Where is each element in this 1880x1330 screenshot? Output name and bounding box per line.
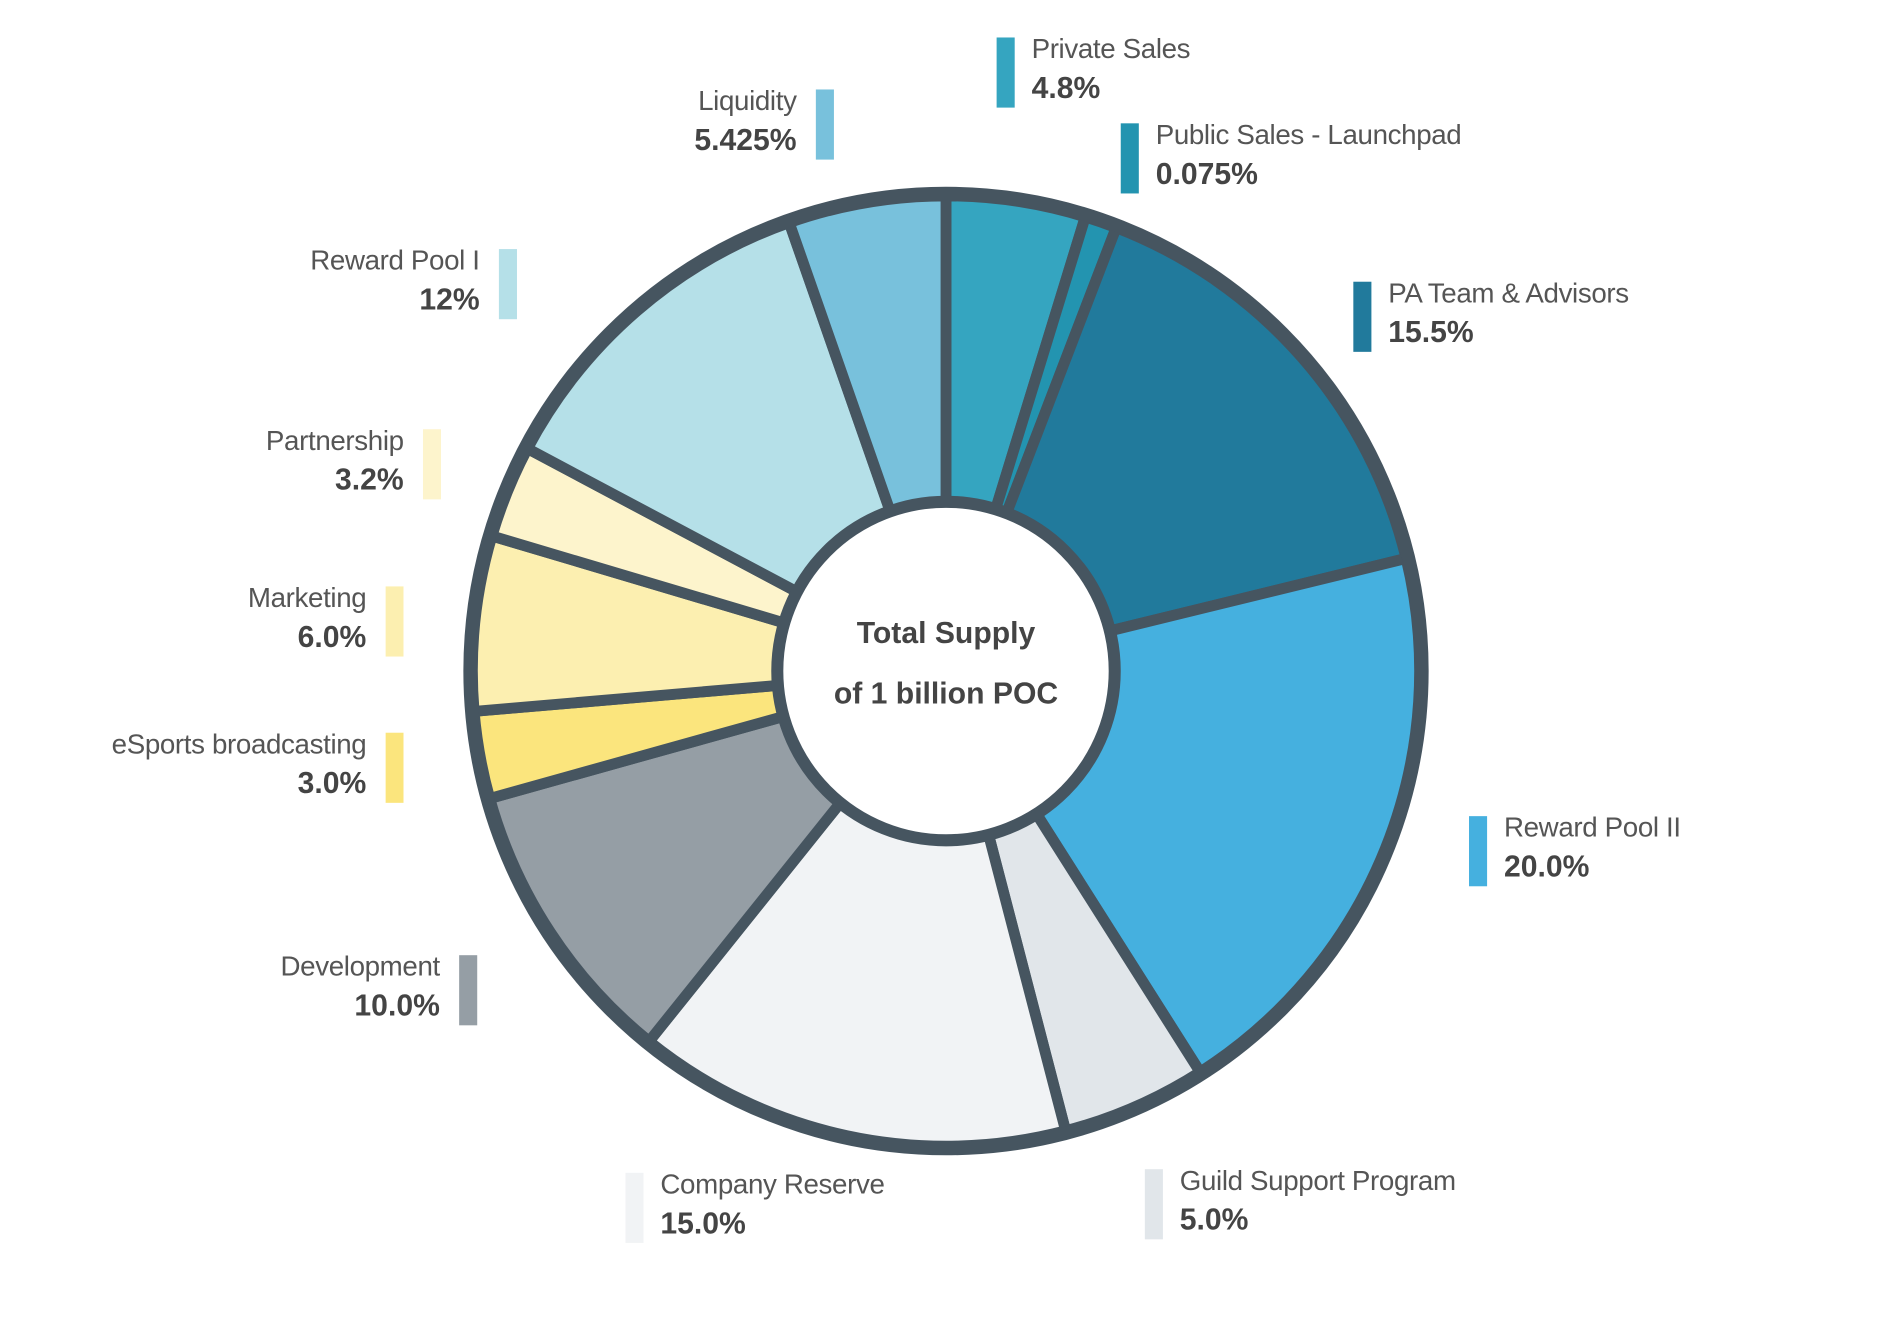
legend-label: Reward Pool II: [1503, 811, 1681, 843]
legend-item-marketing: Marketing 6.0%: [0, 582, 404, 657]
legend-color-swatch: [1353, 281, 1372, 352]
legend-color-swatch: [815, 89, 834, 160]
legend-value: 4.8%: [1031, 71, 1101, 106]
legend-value: 3.0%: [297, 766, 367, 801]
legend-label: eSports broadcasting: [111, 727, 367, 760]
legend-color-swatch: [625, 1172, 644, 1243]
legend-label: Development: [280, 950, 441, 982]
legend-value: 20.0%: [1503, 849, 1590, 884]
legend-item-partnership: Partnership 3.2%: [0, 424, 442, 500]
legend-value: 12%: [419, 282, 480, 317]
legend-color-swatch: [996, 37, 1015, 108]
center-title-line1: Total Supply: [856, 616, 1036, 651]
legend-label: Public Sales - Launchpad: [1155, 118, 1462, 150]
legend-color-swatch: [385, 586, 404, 657]
legend-label: Reward Pool I: [310, 244, 480, 276]
legend-color-swatch: [1469, 816, 1488, 887]
legend-color-swatch: [459, 955, 478, 1026]
legend-color-swatch: [498, 249, 517, 320]
center-title-line2: of 1 billion POC: [833, 677, 1059, 711]
legend-value: 0.075%: [1155, 157, 1258, 192]
legend-color-swatch: [1144, 1169, 1163, 1240]
legend-item-esports-broadcasting: eSports broadcasting 3.0%: [0, 728, 404, 803]
legend-item-reward-pool-i: Reward Pool I 12%: [0, 244, 517, 320]
legend-item-development: Development 10.0%: [0, 950, 478, 1026]
legend-value: 10.0%: [354, 989, 440, 1023]
legend-item-liquidity: Liquidity 5.425%: [111, 85, 834, 160]
legend-label: Company Reserve: [660, 1167, 885, 1200]
legend-value: 5.0%: [1179, 1203, 1249, 1237]
legend-label: Liquidity: [698, 84, 797, 117]
legend-value: 15.5%: [1388, 315, 1474, 350]
legend-color-swatch: [385, 732, 404, 803]
legend-color-swatch: [422, 429, 442, 500]
legend-label: Guild Support Program: [1179, 1164, 1456, 1196]
legend-value: 6.0%: [297, 620, 367, 655]
legend-value: 15.0%: [660, 1206, 746, 1241]
legend-value: 5.425%: [694, 123, 797, 158]
legend-value: 3.2%: [335, 463, 404, 497]
legend-label: Marketing: [247, 581, 367, 614]
legend-color-swatch: [1120, 123, 1139, 194]
legend-label: Partnership: [265, 424, 404, 456]
legend-label: PA Team & Advisors: [1388, 276, 1629, 309]
outer-ring: [463, 186, 1429, 1156]
donut-hole: [771, 495, 1121, 847]
legend-label: Private Sales: [1031, 32, 1191, 65]
